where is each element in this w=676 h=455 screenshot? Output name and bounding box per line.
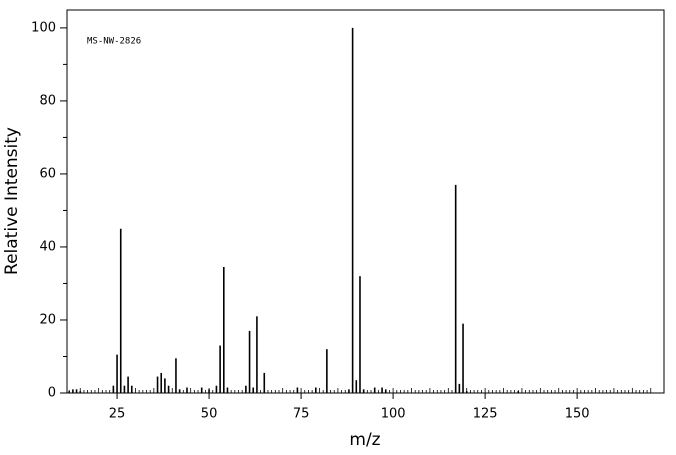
y-tick-label: 60 bbox=[39, 166, 56, 181]
x-tick-label: 75 bbox=[293, 407, 310, 422]
y-tick-label: 80 bbox=[39, 93, 56, 108]
y-tick-label: 40 bbox=[39, 239, 56, 254]
y-tick-label: 20 bbox=[39, 312, 56, 327]
annotation: MS-NW-2826 bbox=[87, 37, 141, 47]
x-axis-title: m/z bbox=[349, 430, 380, 450]
plot-frame bbox=[66, 9, 665, 394]
y-axis-title: Relative Intensity bbox=[2, 127, 22, 275]
x-tick-label: 100 bbox=[381, 407, 406, 422]
y-tick-label: 0 bbox=[48, 386, 56, 401]
y-tick-label: 100 bbox=[31, 20, 56, 35]
x-tick-label: 125 bbox=[473, 407, 498, 422]
x-tick-label: 150 bbox=[565, 407, 590, 422]
x-tick-label: 25 bbox=[109, 407, 126, 422]
x-tick-label: 50 bbox=[201, 407, 218, 422]
